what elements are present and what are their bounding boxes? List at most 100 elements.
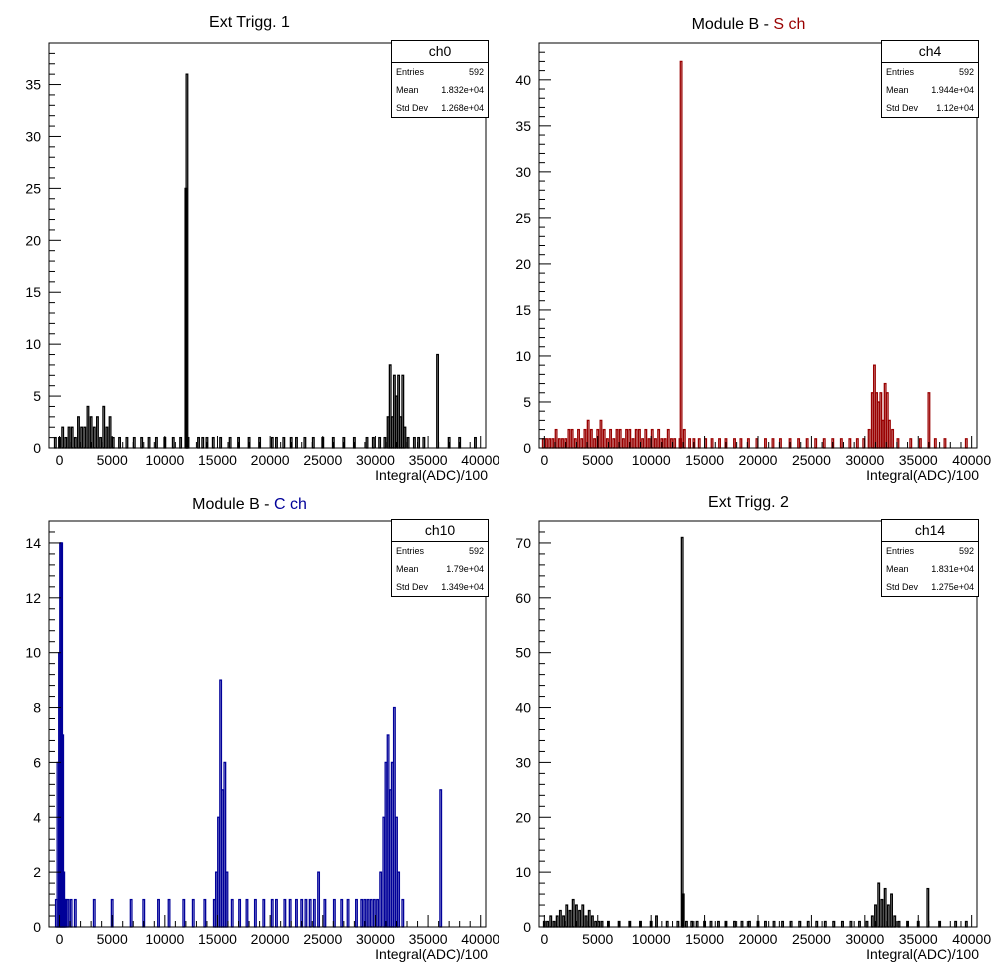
x-tick-label: 10000: [632, 931, 671, 947]
histogram-bin: [855, 438, 859, 449]
histogram-bin: [964, 438, 968, 449]
histogram-bin: [875, 392, 879, 449]
histogram-bin: [308, 898, 312, 928]
x-tick-label: 20000: [739, 452, 778, 468]
histogram-bin: [733, 920, 736, 928]
pad-title-colored: C ch: [273, 496, 307, 513]
histogram-bin: [392, 706, 396, 928]
histogram-bin: [395, 816, 398, 928]
histogram-bin: [771, 438, 775, 449]
histogram-bin: [386, 734, 390, 928]
x-axis-title: Integral(ADC)/100: [866, 467, 979, 483]
histogram-series: [541, 60, 968, 449]
histogram-bin: [557, 438, 561, 449]
histogram-bin: [395, 395, 398, 449]
histogram-bin: [397, 871, 401, 928]
pad-title-prefix: Ext Trigg. 1: [209, 14, 290, 31]
histogram-bin: [379, 871, 383, 928]
stats-box: ch10 Entries 592 Mean 1.79e+04 Std Dev 1.34…: [391, 519, 489, 597]
histogram-bin: [253, 898, 257, 928]
stats-row-entries: Entries 592: [882, 63, 978, 81]
histogram-bin: [650, 428, 654, 449]
histogram-bin: [369, 898, 373, 928]
stats-row-mean: Mean 1.831e+04: [882, 560, 978, 578]
histogram-bin: [549, 915, 553, 928]
histogram-bin: [631, 438, 635, 449]
histogram-bin: [602, 428, 606, 449]
histogram-bin: [262, 898, 266, 928]
histogram-bin: [806, 920, 810, 928]
histogram-bin: [670, 438, 673, 449]
x-tick-label: 30000: [845, 931, 884, 947]
x-tick-label: 20000: [251, 931, 290, 947]
y-tick-label: 4: [33, 809, 41, 825]
histogram-bin: [221, 789, 225, 928]
histogram-bin: [680, 536, 684, 928]
histogram-bin: [125, 436, 129, 449]
stats-value-entries: 592: [468, 67, 484, 77]
y-tick-label: 35: [515, 118, 531, 134]
histogram-bin: [182, 898, 186, 928]
histogram-bin: [403, 426, 407, 449]
histogram-bin: [594, 920, 598, 928]
histogram-bin: [647, 438, 651, 449]
histogram-bin: [422, 436, 426, 449]
histogram-bin: [710, 438, 714, 449]
histogram-bin: [365, 436, 369, 449]
x-tick-label: 5000: [97, 452, 128, 468]
histogram-bin: [697, 438, 701, 449]
histogram-bin: [340, 898, 344, 928]
histogram-bin: [570, 428, 574, 449]
histogram-bin: [225, 871, 229, 928]
y-tick-label: 5: [523, 394, 531, 410]
stats-box: ch0 Entries 592 Mean 1.832e+04 Std Dev 1.26…: [391, 40, 489, 118]
histogram-bin: [815, 920, 819, 928]
histogram-series: [53, 73, 477, 449]
histogram-bin: [877, 882, 881, 928]
y-tick-label: 30: [515, 164, 531, 180]
x-tick-label: 35000: [899, 452, 938, 468]
histogram-bin: [586, 419, 590, 449]
stats-label-mean: Mean: [886, 85, 909, 95]
histogram-bin: [621, 438, 625, 449]
histogram-bin: [384, 761, 388, 928]
x-tick-label: 25000: [303, 452, 342, 468]
stats-row-mean: Mean 1.79e+04: [392, 560, 488, 578]
histogram-bin: [355, 898, 358, 928]
y-tick-label: 8: [33, 700, 41, 716]
x-tick-label: 0: [540, 931, 548, 947]
histogram-bin: [593, 438, 597, 449]
y-tick-label: 15: [515, 302, 531, 318]
histogram-bin: [764, 920, 767, 928]
histogram-bin: [849, 920, 853, 928]
y-tick-label: 0: [33, 919, 41, 935]
histogram-bin: [600, 920, 604, 928]
stats-box: ch14 Entries 592 Mean 1.831e+04 Std Dev 1.2…: [881, 519, 979, 597]
y-tick-label: 12: [25, 590, 41, 606]
x-tick-label: 15000: [198, 452, 237, 468]
y-tick-label: 0: [523, 919, 531, 935]
pad-title: Ext Trigg. 2: [499, 494, 998, 512]
histogram-bin: [295, 436, 298, 449]
histogram-bin: [872, 364, 876, 449]
histogram-bin: [304, 898, 308, 928]
x-axis-title: Integral(ADC)/100: [375, 467, 488, 483]
stats-value-std-dev: 1.349e+04: [441, 582, 484, 592]
stats-histogram-name: ch0: [392, 41, 488, 63]
histogram-bin: [397, 374, 401, 449]
histogram-bin: [378, 436, 382, 449]
histogram-bin: [92, 426, 96, 449]
stats-row-std-dev: Std Dev 1.12e+04: [882, 99, 978, 117]
histogram-plot: 0 5000 10000 15000 20000 25000 30000 35000 40000…: [25, 42, 500, 483]
x-tick-label: 5000: [97, 931, 128, 947]
histogram-plot: 0 5000 10000 15000 20000 25000 30000 35000 40000…: [515, 520, 991, 962]
histogram-bin: [943, 438, 947, 449]
histogram-bin: [70, 426, 74, 449]
histogram-bin: [219, 679, 223, 928]
histogram-bin: [474, 436, 477, 449]
histogram-bin: [382, 816, 386, 928]
histogram-bin: [201, 436, 205, 449]
y-tick-label: 5: [33, 388, 41, 404]
histogram-bin: [77, 416, 80, 449]
